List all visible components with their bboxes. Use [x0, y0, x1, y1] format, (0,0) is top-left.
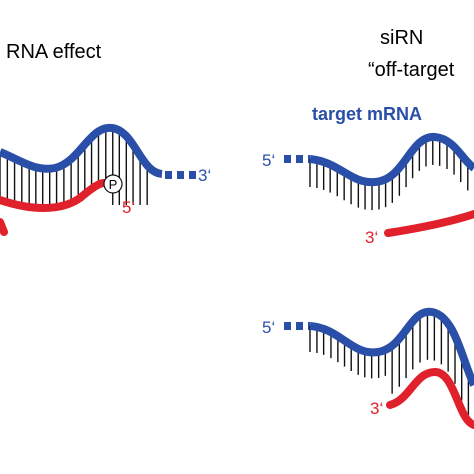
end-label: 3‘ [365, 228, 378, 247]
sirna-strand [0, 218, 8, 236]
target-mrna [0, 123, 164, 178]
sirna-strand [384, 210, 474, 237]
end-label: 5‘ [262, 151, 275, 170]
sirna-strand [386, 367, 474, 429]
panel-title: siRN [380, 27, 423, 49]
end-label: 5‘ [122, 198, 135, 217]
end-label: 3‘ [198, 166, 211, 185]
target-label: target mRNA [312, 104, 422, 124]
panel-title: RNA effect [6, 41, 102, 63]
target-mrna [309, 133, 474, 187]
panel-title: “off-target [368, 59, 455, 81]
phosphate-circle [103, 174, 123, 194]
end-label: 3‘ [370, 399, 383, 418]
phosphate-label: P [109, 177, 118, 192]
end-label: 5‘ [262, 318, 275, 337]
sirna-strand [0, 178, 110, 212]
base-pairs [0, 128, 148, 208]
target-mrna [309, 307, 474, 387]
